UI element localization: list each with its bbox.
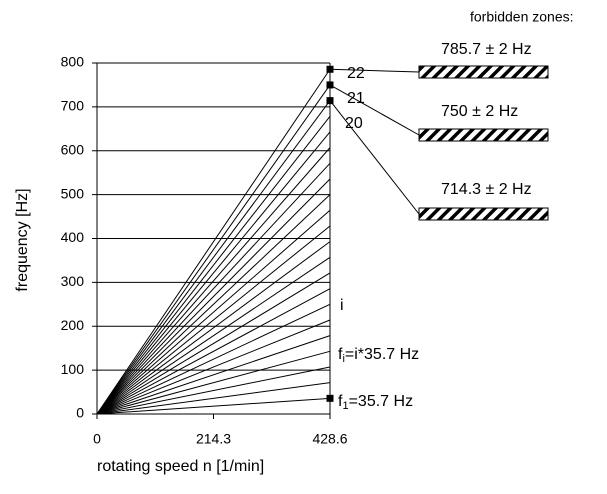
- series-line: [96, 147, 331, 415]
- zone-label: 785.7 ± 2 Hz: [441, 41, 532, 58]
- series-line: [96, 350, 331, 415]
- zone-label: 750 ± 2 Hz: [441, 103, 518, 120]
- annotation: 20: [345, 115, 363, 132]
- annotation: 22: [347, 65, 365, 82]
- annotation: f1=35.7 Hz: [338, 393, 413, 412]
- connector: [329, 68, 420, 73]
- series-line: [96, 194, 331, 415]
- y-tick-label: 200: [61, 317, 85, 333]
- series-line: [96, 382, 331, 415]
- series-line: [96, 397, 331, 415]
- series-line: [96, 366, 331, 415]
- connector: [329, 84, 420, 136]
- x-tick-label: 428.6: [312, 431, 347, 447]
- annotation: fi=i*35.7 Hz: [338, 346, 419, 365]
- series-line: [96, 131, 331, 415]
- y-tick-label: 800: [61, 54, 85, 70]
- y-tick-label: 300: [61, 273, 85, 289]
- y-tick-label: 400: [61, 229, 85, 245]
- marker: [326, 394, 334, 402]
- x-tick-label: 214.3: [196, 431, 231, 447]
- zone-bar: [418, 207, 549, 221]
- series-line: [96, 68, 331, 415]
- series-line: [96, 100, 331, 415]
- series-line: [96, 115, 331, 415]
- series-line: [96, 178, 331, 415]
- x-axis-label: rotating speed n [1/min]: [97, 458, 264, 475]
- series-line: [96, 288, 331, 415]
- series-line: [96, 272, 331, 415]
- zone-bar: [418, 65, 549, 79]
- series-line: [96, 256, 331, 415]
- series-line: [96, 319, 331, 415]
- series-line: [96, 209, 331, 415]
- series-line: [96, 303, 331, 415]
- y-tick-label: 100: [61, 361, 85, 377]
- y-tick-label: 500: [61, 185, 85, 201]
- x-tick-label: 0: [93, 431, 101, 447]
- series-line: [96, 225, 331, 415]
- y-tick-label: 700: [61, 98, 85, 114]
- annotation: 21: [347, 90, 365, 107]
- zone-label: 714.3 ± 2 Hz: [441, 181, 532, 198]
- zones-title: forbidden zones:: [470, 9, 574, 25]
- series-line: [96, 335, 331, 415]
- y-axis-label: frequency [Hz]: [14, 188, 31, 291]
- zone-bar: [418, 128, 549, 142]
- connector: [329, 100, 420, 215]
- series-line: [96, 162, 331, 415]
- series-line: [96, 241, 331, 415]
- y-tick-label: 600: [61, 141, 85, 157]
- series-line: [96, 84, 331, 415]
- y-tick-label: 0: [76, 405, 84, 421]
- annotation: i: [340, 297, 344, 314]
